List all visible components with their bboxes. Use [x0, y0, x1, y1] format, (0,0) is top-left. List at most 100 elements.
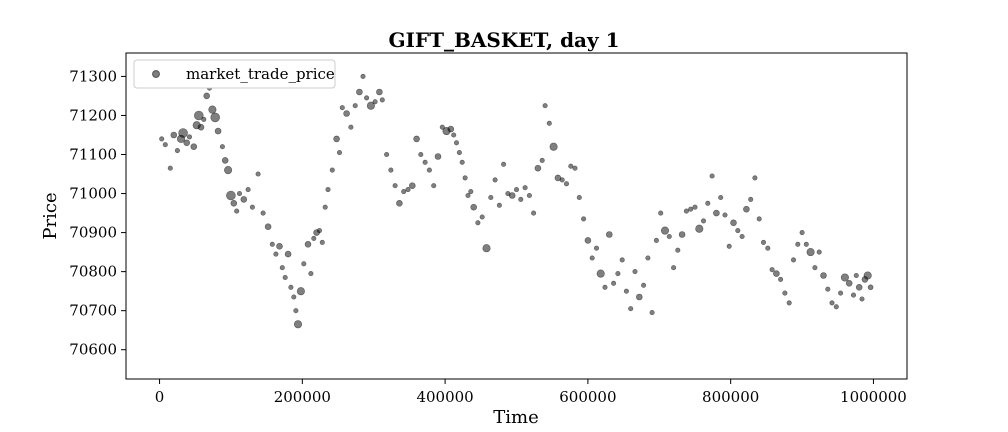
points-layer — [159, 73, 874, 329]
data-point — [174, 148, 180, 154]
data-point — [760, 239, 767, 245]
legend-marker — [152, 70, 160, 78]
data-point — [576, 194, 582, 201]
data-point — [224, 166, 233, 175]
data-point — [219, 144, 225, 150]
data-point — [264, 223, 272, 230]
data-point — [782, 290, 788, 296]
data-point — [492, 177, 498, 183]
data-point — [496, 202, 502, 208]
data-point — [333, 135, 340, 143]
data-point — [475, 220, 481, 226]
data-point — [336, 150, 343, 156]
data-point — [343, 110, 350, 117]
data-point — [422, 159, 428, 165]
data-point — [735, 228, 741, 234]
data-point — [743, 205, 750, 213]
y-axis-label: Price — [40, 192, 61, 239]
data-point — [197, 123, 205, 131]
data-point — [249, 204, 255, 210]
data-point — [167, 165, 173, 171]
y-tick-label: 71100 — [69, 146, 117, 164]
data-point — [388, 167, 394, 173]
legend-label: market_trade_price — [186, 65, 335, 83]
data-point — [605, 231, 613, 238]
legend-box — [133, 59, 336, 89]
data-point — [722, 212, 728, 218]
data-point — [234, 208, 240, 214]
data-point — [260, 210, 266, 216]
data-point — [245, 187, 251, 193]
data-point — [549, 142, 558, 151]
data-point — [208, 105, 217, 114]
data-point — [482, 244, 491, 253]
data-point — [845, 279, 853, 287]
data-point — [859, 296, 865, 302]
data-point — [279, 265, 285, 271]
data-point — [581, 216, 587, 222]
data-point — [840, 273, 849, 282]
data-point — [739, 233, 745, 240]
data-point — [488, 194, 494, 201]
data-point — [611, 280, 617, 286]
data-point — [563, 181, 570, 187]
data-point — [829, 300, 835, 306]
data-point — [572, 165, 578, 171]
data-point — [838, 290, 844, 296]
data-point — [462, 175, 468, 181]
data-point — [628, 306, 634, 312]
data-point — [602, 284, 608, 290]
data-point — [778, 276, 784, 282]
data-point — [645, 255, 651, 261]
data-point — [468, 189, 474, 195]
data-point — [713, 209, 720, 217]
data-point — [159, 136, 165, 142]
data-point — [304, 241, 312, 248]
data-point — [568, 163, 574, 169]
data-point — [456, 150, 462, 156]
data-point — [752, 175, 758, 181]
data-point — [790, 257, 797, 263]
y-tick-label: 71200 — [69, 106, 117, 124]
x-tick-label: 800000 — [702, 388, 759, 406]
data-point — [695, 224, 704, 233]
data-point — [542, 103, 548, 109]
y-tick-label: 70700 — [69, 302, 117, 320]
data-point — [255, 171, 261, 177]
data-point — [546, 120, 552, 126]
y-tick-label: 71300 — [69, 67, 117, 85]
chart-title: GIFT_BASKET, day 1 — [388, 28, 619, 52]
data-point — [683, 208, 689, 214]
data-point — [718, 194, 724, 201]
x-tick-label: 200000 — [274, 388, 331, 406]
data-point — [867, 284, 874, 291]
data-point — [584, 237, 592, 244]
data-point — [726, 243, 732, 249]
data-point — [291, 294, 297, 300]
data-point — [316, 228, 323, 234]
data-point — [288, 284, 294, 290]
data-point — [413, 135, 420, 143]
data-point — [833, 304, 839, 310]
data-point — [434, 153, 442, 160]
data-point — [660, 226, 670, 235]
data-point — [799, 230, 805, 236]
data-point — [426, 167, 432, 173]
data-point — [816, 249, 822, 255]
data-point — [863, 271, 872, 280]
data-point — [465, 192, 471, 199]
data-point — [453, 140, 460, 146]
data-point — [221, 157, 229, 164]
data-point — [339, 105, 345, 111]
data-point — [619, 257, 625, 263]
data-point — [282, 274, 288, 281]
data-point — [348, 124, 354, 130]
data-point — [201, 116, 207, 122]
data-point — [269, 241, 275, 247]
data-point — [240, 196, 248, 203]
data-point — [692, 204, 698, 210]
data-point — [615, 271, 621, 277]
y-tick-label: 70600 — [69, 341, 117, 359]
data-point — [214, 127, 222, 135]
data-point — [293, 308, 299, 314]
